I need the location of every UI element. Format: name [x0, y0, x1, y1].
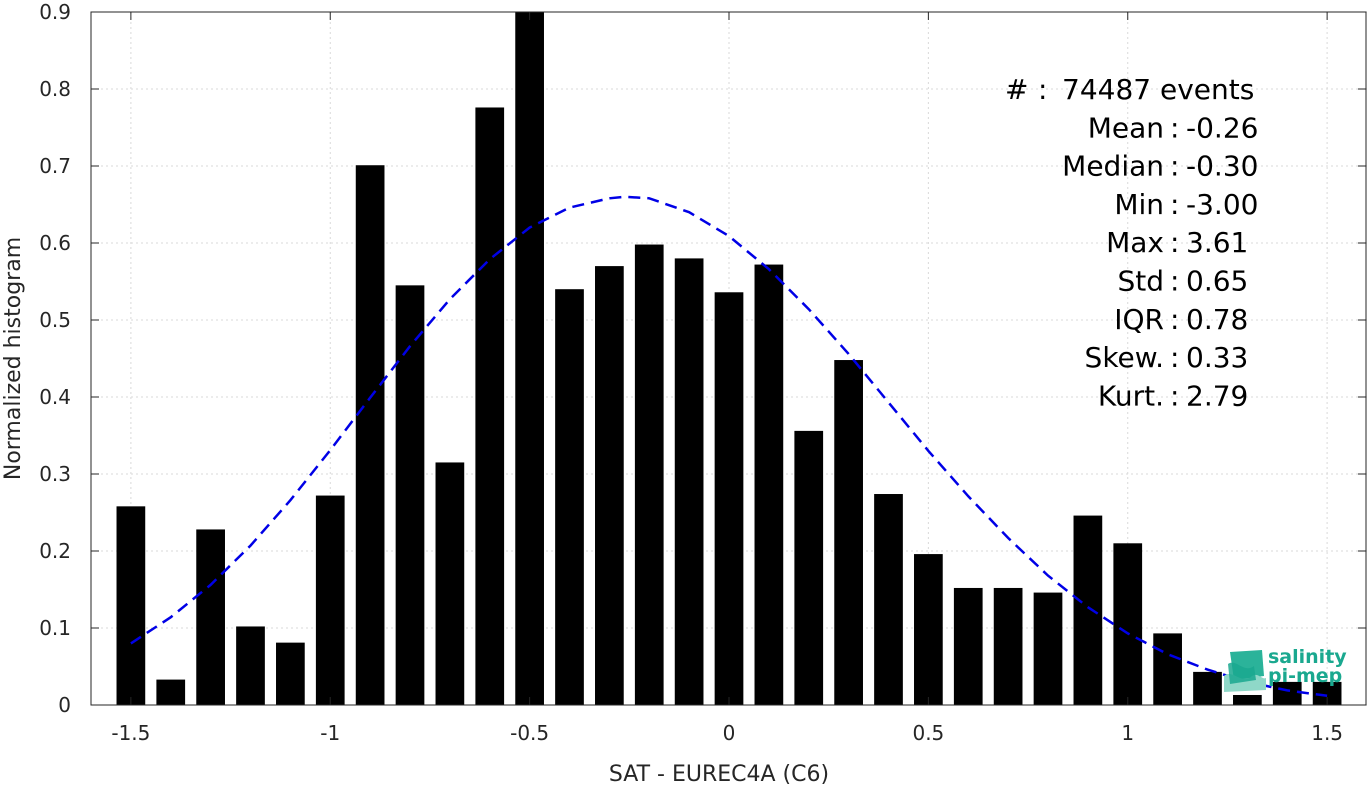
histogram-bar	[1073, 515, 1103, 705]
stat-separator: :	[1170, 150, 1179, 183]
stat-line: Skew.:0.33	[1085, 341, 1249, 374]
stat-line: #:74487 events	[1005, 73, 1254, 106]
histogram-bar	[874, 494, 903, 705]
stat-label: Max	[1106, 226, 1164, 259]
stat-line: IQR:0.78	[1114, 303, 1248, 336]
histogram-bar	[315, 495, 345, 705]
stat-line: Min: -3.00	[1114, 188, 1258, 221]
x-tick-label: 0.5	[912, 721, 944, 745]
stat-value: 0.78	[1186, 303, 1248, 336]
stat-separator: :	[1170, 265, 1179, 298]
x-axis-ticks: -1.5 -1 -0.5 0 0.5 1 1.5	[111, 12, 1343, 745]
y-tick-label: 0	[58, 693, 71, 717]
histogram-bar	[555, 289, 584, 705]
stat-label: Std	[1117, 265, 1164, 298]
histogram-bar	[1312, 681, 1342, 705]
histogram-bar	[993, 587, 1023, 705]
y-axis-label: Normalized histogram	[1, 237, 26, 480]
histogram-bar	[714, 292, 744, 705]
y-tick-label: 0.8	[39, 77, 71, 101]
histogram-bar	[355, 165, 385, 706]
stat-separator: :	[1170, 226, 1179, 259]
stat-label: IQR	[1114, 303, 1164, 336]
stat-label: #	[1005, 73, 1028, 106]
x-tick-label: -1.5	[111, 721, 150, 745]
x-tick-label: 1	[1121, 721, 1134, 745]
histogram-bar	[435, 462, 465, 705]
wave-logo-icon	[1224, 650, 1266, 692]
histogram-bar	[1233, 694, 1262, 705]
histogram-bar	[276, 642, 305, 705]
stat-separator: :	[1170, 379, 1179, 412]
stat-label: Kurt.	[1098, 379, 1164, 412]
stat-value: -3.00	[1186, 188, 1258, 221]
stat-value: 74487 events	[1062, 73, 1254, 106]
y-tick-label: 0.9	[39, 0, 71, 24]
y-tick-label: 0.2	[39, 539, 71, 563]
histogram-bar	[914, 554, 943, 705]
x-tick-label: 0	[723, 721, 736, 745]
stat-label: Min	[1114, 188, 1164, 221]
histogram-bar	[1033, 592, 1063, 705]
histogram-bar	[1193, 671, 1222, 705]
histogram-bar	[395, 285, 425, 705]
histogram-bar	[674, 258, 704, 705]
stat-separator: :	[1038, 73, 1047, 106]
histogram-bar	[953, 587, 983, 705]
logo-line-1: salinity	[1268, 646, 1347, 668]
stat-separator: :	[1170, 341, 1179, 374]
histogram-bar	[236, 626, 265, 705]
histogram-bar	[116, 506, 146, 705]
histogram-bars	[116, 12, 1342, 706]
stat-label: Median	[1062, 150, 1164, 183]
stat-value: 2.79	[1186, 379, 1248, 412]
stat-label: Skew.	[1085, 341, 1164, 374]
normal-fit-curve	[130, 195, 1328, 698]
histogram-bar	[1113, 543, 1143, 705]
logo-line-2: pi-mep	[1268, 665, 1343, 687]
y-tick-label: 0.1	[39, 616, 71, 640]
stat-line: Mean: -0.26	[1088, 111, 1259, 144]
y-tick-label: 0.4	[39, 385, 71, 409]
stat-line: Max:3.61	[1106, 226, 1248, 259]
stat-separator: :	[1170, 111, 1179, 144]
x-tick-label: -0.5	[510, 721, 549, 745]
x-axis-label: SAT - EUREC4A (C6)	[609, 762, 829, 785]
histogram-bar	[754, 264, 784, 705]
histogram-bar	[634, 244, 664, 706]
histogram-bar	[196, 529, 225, 705]
histogram-bar	[1153, 633, 1182, 705]
stat-separator: :	[1170, 303, 1179, 336]
x-tick-label: 1.5	[1311, 721, 1343, 745]
stat-value: 0.65	[1186, 265, 1248, 298]
stat-value: -0.26	[1186, 111, 1258, 144]
y-tick-label: 0.7	[39, 154, 71, 178]
stat-value: 0.33	[1186, 341, 1248, 374]
stat-separator: :	[1170, 188, 1179, 221]
stat-line: Kurt.:2.79	[1098, 379, 1248, 412]
logo-text: salinity pi-mep	[1268, 648, 1347, 686]
y-tick-label: 0.6	[39, 231, 71, 255]
stat-label: Mean	[1088, 111, 1164, 144]
y-axis-ticks: 0 0.1 0.2 0.3 0.4 0.5 0.6 0.7 0.8 0.9	[39, 0, 1366, 717]
y-tick-label: 0.3	[39, 462, 71, 486]
histogram-bar	[834, 360, 863, 705]
histogram-bar	[794, 430, 824, 705]
histogram-bar	[475, 107, 505, 706]
stat-value: -0.30	[1186, 150, 1258, 183]
stat-value: 3.61	[1186, 226, 1248, 259]
stat-line: Std:0.65	[1117, 265, 1248, 298]
salinity-pi-mep-logo	[1222, 646, 1352, 696]
histogram-bar	[156, 679, 186, 705]
x-tick-label: -1	[320, 721, 340, 745]
histogram-bar	[515, 12, 544, 705]
stat-line: Median: -0.30	[1062, 150, 1258, 183]
y-tick-label: 0.5	[39, 308, 71, 332]
histogram-bar	[595, 266, 624, 705]
